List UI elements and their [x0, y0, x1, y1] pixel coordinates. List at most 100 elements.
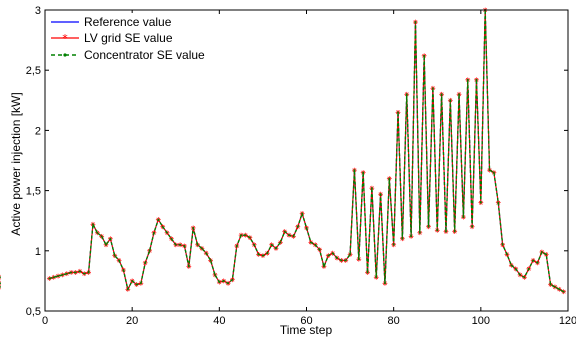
series-point-2	[510, 264, 513, 267]
x-tick-label: 20	[126, 315, 138, 327]
series-point-2	[170, 237, 173, 240]
y-tick-label: 1,5	[26, 186, 41, 198]
series-point-2	[318, 248, 321, 251]
series-point-2	[70, 271, 73, 274]
series-point-2	[519, 273, 521, 276]
series-point-2	[384, 282, 386, 285]
x-axis-label: Time step	[280, 323, 333, 337]
series-point-2	[209, 259, 212, 262]
legend-entry-lv-grid: * LV grid SE value	[51, 31, 173, 45]
series-point-2	[135, 283, 138, 286]
series-point-2	[0, 282, 1, 285]
series-point-2	[52, 276, 55, 279]
series-point-2	[545, 253, 548, 256]
series-point-2	[57, 275, 59, 277]
series-point-2	[493, 171, 495, 174]
series-point-2	[323, 265, 325, 268]
series-point-2	[48, 277, 51, 280]
series-point-2	[270, 243, 273, 246]
series-point-2	[471, 225, 474, 228]
legend-marker-concentrator	[63, 53, 67, 57]
series-point-2	[153, 231, 155, 234]
series-point-2	[449, 99, 452, 102]
series-point-2	[562, 290, 565, 293]
series-point-2	[240, 234, 243, 237]
series-point-2	[514, 267, 517, 270]
series-point-2	[423, 54, 426, 57]
series-point-2	[222, 280, 225, 282]
x-tick-label: 120	[559, 315, 576, 327]
series-layer	[0, 7, 567, 295]
series-point-2	[414, 21, 417, 23]
series-point-2	[166, 231, 168, 234]
series-point-2	[453, 230, 456, 233]
series-point-2	[196, 243, 199, 246]
legend-label-lv-grid: LV grid SE value	[84, 31, 173, 45]
series-point-2	[174, 243, 177, 246]
series-point-2	[353, 169, 356, 172]
x-tick-label: 0	[42, 315, 48, 327]
series-point-2	[248, 236, 251, 239]
x-tick-label: 60	[300, 315, 312, 327]
series-point-2	[139, 282, 142, 285]
series-point-2	[262, 254, 264, 257]
series-point-2	[257, 253, 260, 256]
series-point-2	[475, 78, 478, 81]
series-point-2	[401, 237, 404, 240]
series-point-2	[92, 223, 94, 226]
series-point-2	[366, 271, 369, 274]
series-point-2	[144, 261, 147, 264]
series-point-2	[327, 254, 330, 257]
series-point-2	[227, 282, 229, 285]
series-point-2	[370, 187, 373, 190]
series-point-2	[431, 87, 434, 90]
series-point-2	[410, 235, 412, 238]
series-point-2	[292, 235, 295, 238]
series-point-2	[100, 235, 103, 238]
series-point-2	[440, 93, 443, 96]
series-point-2	[0, 276, 1, 279]
series-point-2	[78, 270, 81, 273]
series-point-2	[205, 252, 208, 255]
series-point-2	[214, 273, 216, 276]
series-point-2	[244, 234, 247, 237]
series-point-2	[344, 259, 347, 262]
series-point-2	[126, 288, 129, 291]
legend: Reference value * LV grid SE value Conce…	[46, 13, 214, 65]
legend-label-reference: Reference value	[84, 15, 172, 29]
series-point-2	[131, 280, 134, 282]
series-point-2	[532, 259, 535, 262]
series-point-2	[109, 237, 112, 240]
series-point-2	[157, 218, 160, 221]
series-point-2	[218, 281, 221, 284]
series-point-2	[466, 78, 469, 81]
series-point-2	[83, 272, 86, 275]
series-point-2	[65, 272, 68, 275]
series-point-2	[309, 241, 312, 244]
series-point-2	[183, 245, 186, 247]
series-point-2	[362, 171, 365, 174]
series-point-2	[288, 234, 290, 237]
series-point-2	[235, 245, 238, 247]
series-point-2	[536, 261, 539, 264]
y-tick-label: 3	[35, 5, 41, 17]
y-tick-label: 2,5	[26, 65, 41, 77]
series-point-2	[161, 225, 164, 228]
series-point-2	[558, 288, 561, 291]
series-point-2	[192, 227, 195, 229]
series-point-2	[283, 230, 286, 233]
series-point-2	[405, 93, 408, 96]
series-point-2	[349, 253, 351, 256]
series-point-2	[527, 267, 530, 270]
series-point-2	[253, 243, 256, 246]
series-point-2	[118, 259, 120, 262]
y-tick-label: 1	[35, 246, 41, 258]
series-point-2	[479, 201, 482, 204]
legend-entry-reference: Reference value	[51, 15, 172, 29]
series-point-2	[506, 253, 508, 256]
legend-label-concentrator: Concentrator SE value	[84, 48, 205, 62]
series-point-2	[105, 243, 107, 246]
y-tick-label: 2	[35, 125, 41, 137]
series-point-2	[397, 111, 399, 114]
